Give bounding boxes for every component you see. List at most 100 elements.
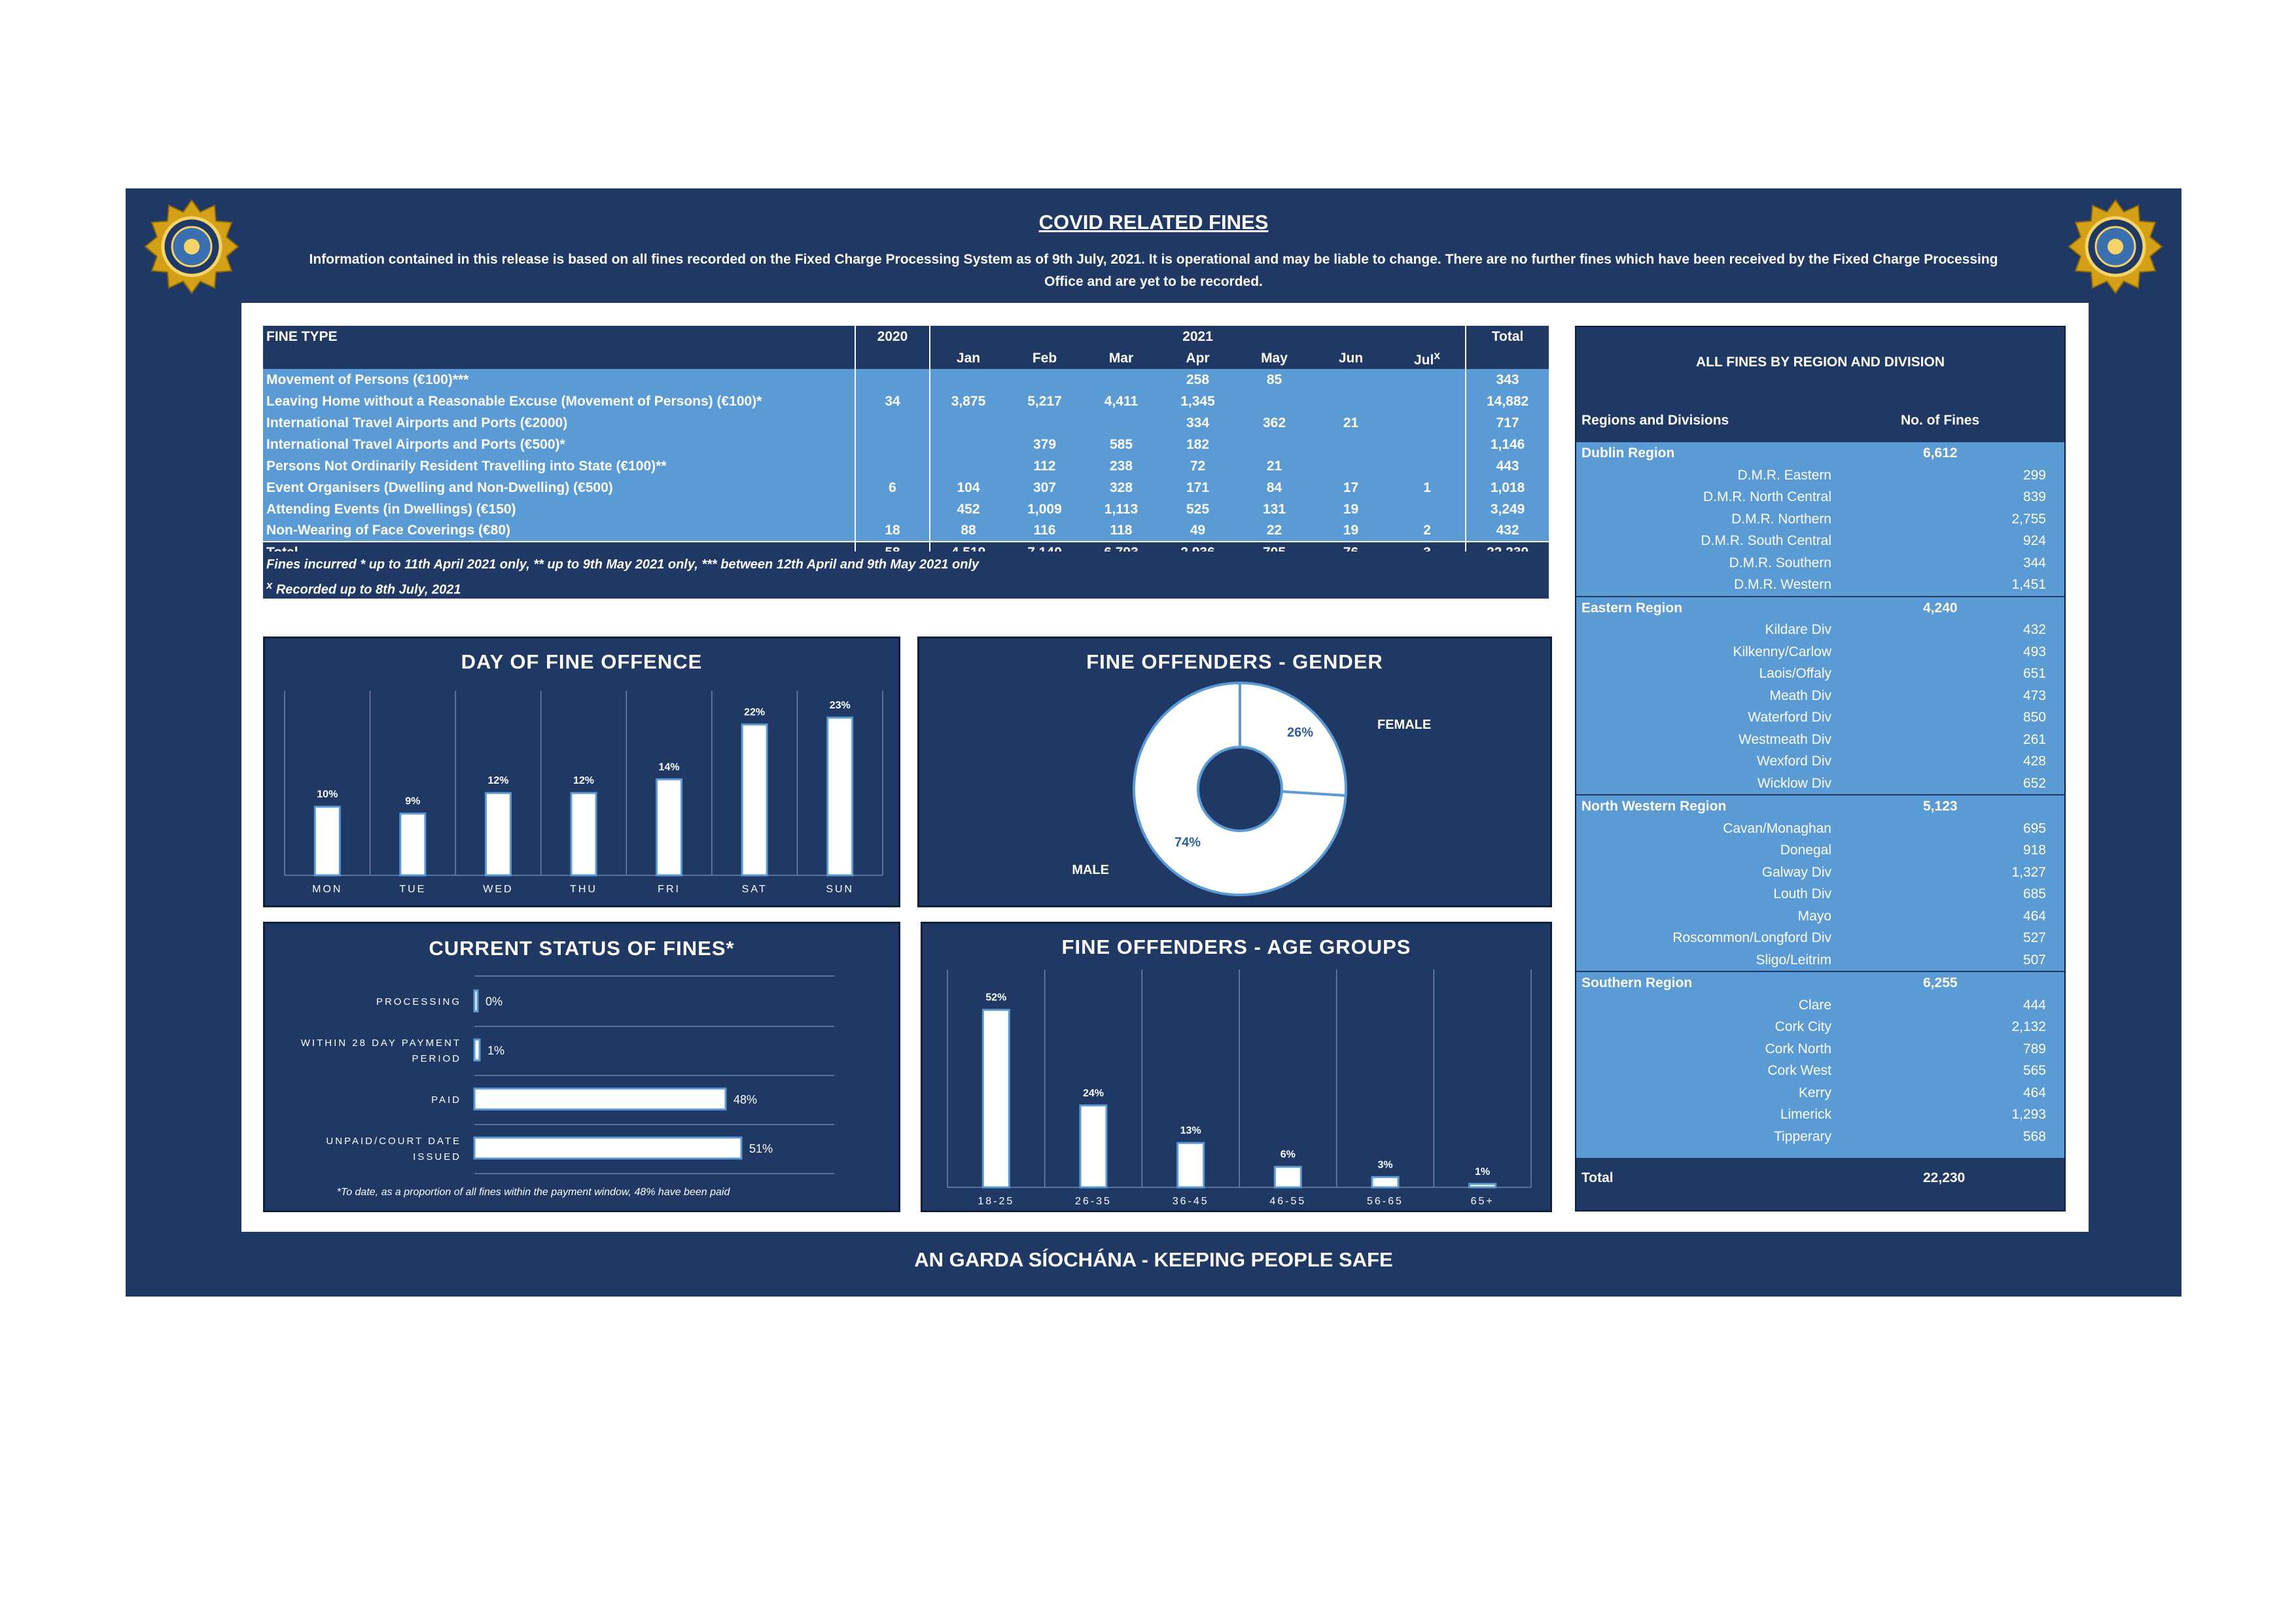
division-value: 685 <box>2022 886 2046 901</box>
footer-slogan: AN GARDA SÍOCHÁNA - KEEPING PEOPLE SAFE <box>914 1248 1393 1271</box>
division-value: 527 <box>2022 930 2046 945</box>
fine-type-cell: Movement of Persons (€100)*** <box>263 369 855 391</box>
fine-type-cell: International Travel Airports and Ports … <box>263 434 855 455</box>
division-value: 2,132 <box>2011 1019 2046 1034</box>
division-name: Clare <box>1798 997 1831 1013</box>
division-name: Cork City <box>1775 1019 1831 1034</box>
division-row: D.M.R. Western 1,451 <box>1576 574 2064 596</box>
division-name: Limerick <box>1780 1107 1831 1122</box>
value-cell: 5,217 <box>1006 391 1083 412</box>
value-cell <box>1313 369 1389 391</box>
value-cell <box>855 455 930 477</box>
value-cell <box>1313 455 1389 477</box>
value-cell <box>1389 391 1466 412</box>
bar-WED <box>484 792 512 877</box>
data-label: 22% <box>744 707 765 718</box>
region-total: 6,255 <box>1923 975 1958 990</box>
table-row: International Travel Airports and Ports … <box>263 412 1549 434</box>
data-label: 24% <box>1083 1088 1104 1099</box>
data-label: 1% <box>487 1044 504 1057</box>
region-total-value: 22,230 <box>1923 1170 1966 1185</box>
value-cell: 112 <box>1006 455 1083 477</box>
value-cell: 1,146 <box>1465 434 1549 455</box>
region-total: 4,240 <box>1923 600 1958 616</box>
value-cell: 2 <box>1389 520 1466 542</box>
value-cell: 1,018 <box>1465 477 1549 498</box>
month-header: Apr <box>1159 347 1236 369</box>
slice-label: 74% <box>1174 835 1201 850</box>
age-chart-svg: 52% 18-25 24% 26-35 13% 36-45 6% 46-55 3% 56-65 1%… <box>947 969 1532 1207</box>
value-cell: 1,009 <box>1006 498 1083 520</box>
table-row: Non-Wearing of Face Coverings (€80) 18 88 1… <box>263 520 1549 542</box>
division-name: Roscommon/Longford Div <box>1672 930 1831 945</box>
division-row: Tipperary 568 <box>1576 1126 2064 1148</box>
division-name: Kilkenny/Carlow <box>1733 644 1831 659</box>
jul-marker: x <box>1434 348 1441 362</box>
region-row: Eastern Region 4,240 <box>1576 597 2064 620</box>
gender-chart-svg: 26% FEMALE 74% MALE <box>1072 681 1431 896</box>
value-cell: 182 <box>1159 434 1236 455</box>
value-cell <box>855 369 930 391</box>
division-value: 428 <box>2022 754 2046 769</box>
region-block: Southern Region 6,255 Clare 444 Cork City 2,1… <box>1576 971 2064 1158</box>
division-value: 2,755 <box>2011 511 2046 527</box>
data-label: 9% <box>405 796 420 807</box>
division-row: Cork North 789 <box>1576 1038 2064 1060</box>
division-value: 464 <box>2022 1085 2046 1100</box>
tick-label: 65+ <box>1471 1196 1494 1207</box>
slice-female <box>1239 681 1347 797</box>
division-value: 464 <box>2022 908 2046 924</box>
division-row: D.M.R. South Central 924 <box>1576 530 2064 552</box>
division-name: D.M.R. Northern <box>1731 511 1831 527</box>
division-name: Louth Div <box>1773 886 1831 901</box>
table-row: Leaving Home without a Reasonable Excuse… <box>263 391 1549 412</box>
division-row: Galway Div 1,327 <box>1576 862 2064 884</box>
day-chart-svg: 10% MON 9% TUE 12% WED 12% THU 14% FRI 22% SAT 23% SU… <box>284 691 883 895</box>
tick-label: 56-65 <box>1367 1196 1404 1207</box>
division-row: Kerry 464 <box>1576 1082 2064 1104</box>
intro-line-1: Information contained in this release is… <box>309 252 1998 267</box>
region-row: Southern Region 6,255 <box>1576 972 2064 994</box>
value-cell <box>929 455 1006 477</box>
division-name: Wicklow Div <box>1757 775 1831 791</box>
category-label: UNPAID/COURT DATE <box>326 1136 461 1147</box>
value-cell: 1,345 <box>1159 391 1236 412</box>
division-name: Cork West <box>1767 1063 1831 1078</box>
value-cell <box>1083 369 1159 391</box>
division-row: Sligo/Leitrim 507 <box>1576 949 2064 971</box>
division-row: D.M.R. Eastern 299 <box>1576 464 2064 487</box>
category-label: ISSUED <box>413 1151 461 1162</box>
col-fine-type: FINE TYPE <box>263 326 855 347</box>
division-name: Kerry <box>1798 1085 1831 1100</box>
division-value: 850 <box>2022 710 2046 725</box>
division-value: 924 <box>2022 533 2046 548</box>
tick-label: THU <box>570 884 597 895</box>
table-row: Persons Not Ordinarily Resident Travelli… <box>263 455 1549 477</box>
division-name: D.M.R. Western <box>1734 577 1831 592</box>
division-name: D.M.R. South Central <box>1701 533 1831 548</box>
value-cell: 3,249 <box>1465 498 1549 520</box>
value-cell: 443 <box>1465 455 1549 477</box>
tick-label: 18-25 <box>978 1196 1014 1207</box>
division-row: Waterford Div 850 <box>1576 707 2064 729</box>
value-cell <box>929 369 1006 391</box>
division-value: 918 <box>2022 843 2046 858</box>
division-row: Meath Div 473 <box>1576 685 2064 707</box>
division-name: Donegal <box>1780 843 1831 858</box>
fine-type-cell: Event Organisers (Dwelling and Non-Dwell… <box>263 477 855 498</box>
table-month-row: Jan Feb Mar Apr May Jun Julx <box>263 347 1549 369</box>
value-cell: 6 <box>855 477 930 498</box>
value-cell: 525 <box>1159 498 1236 520</box>
value-cell: 258 <box>1159 369 1236 391</box>
division-row: D.M.R. Southern 344 <box>1576 552 2064 574</box>
value-cell: 14,882 <box>1465 391 1549 412</box>
value-cell <box>1236 434 1313 455</box>
division-name: Laois/Offaly <box>1759 666 1831 681</box>
slice-male <box>1133 681 1347 896</box>
bar-FRI <box>656 778 683 877</box>
division-row: Wexford Div 428 <box>1576 750 2064 773</box>
value-cell: 307 <box>1006 477 1083 498</box>
legend-label: MALE <box>1072 863 1109 877</box>
data-label: 10% <box>317 789 338 800</box>
value-cell <box>1389 369 1466 391</box>
